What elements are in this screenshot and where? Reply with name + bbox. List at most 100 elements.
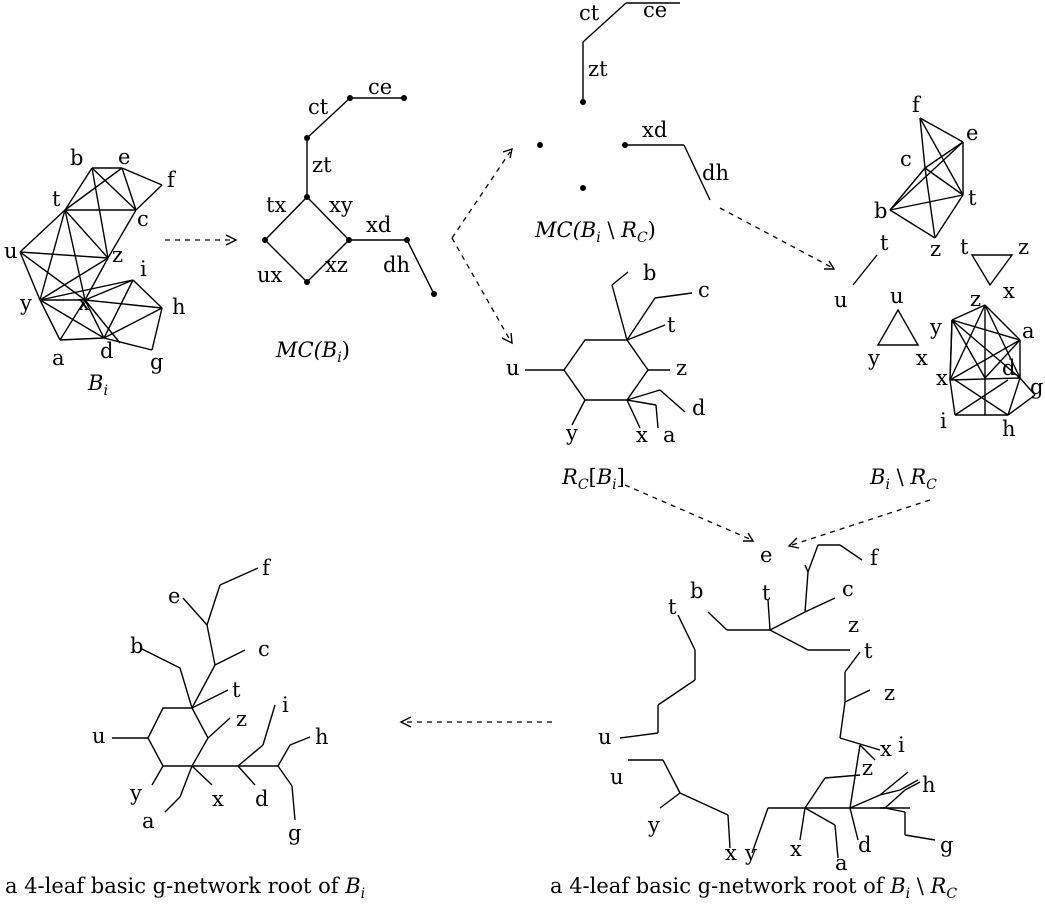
mc-bi-label-xz: xz (325, 253, 348, 277)
caption-mc-bi: MC(Bi) (275, 338, 350, 366)
rc-label-y: y (565, 421, 578, 445)
arrows-to-root-diff (624, 484, 931, 549)
caption-bi-diff: Bi \ RC (869, 465, 937, 493)
caption-root-bi: a 4-leaf basic g-network root of Bi (5, 874, 365, 902)
rc-label-u: u (506, 356, 520, 380)
root-bi-label-b: b (130, 634, 143, 658)
root-diff-label-t: t (668, 595, 677, 619)
root-diff-label-f: f (870, 546, 880, 570)
graph-bi-label-i: i (140, 257, 147, 281)
arrow-mc-fork (451, 147, 513, 345)
root-bi-label-u: u (92, 724, 106, 748)
mc-diff-label-xd: xd (642, 118, 667, 142)
root-diff-label-t2: t (762, 581, 771, 605)
caption-bi-sub: i (103, 383, 107, 399)
bi-diff-label-c: c (900, 147, 912, 171)
root-diff-label-e: e (760, 543, 772, 567)
root-diff-label-z2: z (862, 756, 873, 780)
mc-diff-label-dh: dh (702, 161, 729, 185)
root-diff-label-y: y (647, 813, 660, 837)
root-diff-label-x3: x (790, 837, 802, 861)
bi-diff-label-z2: z (970, 287, 981, 311)
mc-diff-label-ce: ce (643, 0, 667, 22)
root-diff-label-x: x (880, 737, 892, 761)
bi-diff-label-t3: t (960, 235, 969, 259)
root-diff-label-a: a (835, 851, 848, 875)
caption-root-diff: a 4-leaf basic g-network root of Bi \ RC (550, 874, 957, 902)
graph-bi-label-c: c (137, 207, 149, 231)
root-bi-label-x: x (212, 787, 224, 811)
graph-bi-label-g: g (150, 350, 163, 374)
root-bi-label-z: z (236, 707, 247, 731)
bi-diff-label-x-small: x (916, 346, 928, 370)
root-diff-label-u2: u (610, 765, 624, 789)
rc-label-c: c (698, 278, 710, 302)
bi-diff-label-h: h (1002, 417, 1016, 441)
graph-bi-label-a: a (52, 346, 65, 370)
graph-bi: b e f t c u z i y x h a d g Bi (4, 145, 186, 399)
root-diff-label-t3: t (864, 639, 873, 663)
bi-diff-label-a: a (1022, 319, 1035, 343)
graph-mc-diff: ct ce zt xd dh MC(Bi \ RC) (534, 0, 729, 246)
bi-diff-label-x2: x (936, 366, 948, 390)
tree-root-bi: f e b c t u z i h y x d a g a 4-leaf bas… (5, 556, 365, 902)
bi-diff-label-i: i (940, 409, 947, 433)
arrow-bi-to-mc (165, 234, 238, 246)
root-bi-label-g: g (288, 821, 301, 845)
arrow-rootdiff-to-rootbi (399, 716, 552, 728)
graph-bi-label-x: x (78, 291, 90, 315)
root-diff-label-i: i (898, 733, 905, 757)
graph-bi-label-e: e (118, 145, 130, 169)
mc-bi-label-xy: xy (329, 193, 353, 217)
root-diff-label-y2: y (744, 841, 757, 865)
root-bi-label-d: d (255, 787, 268, 811)
root-diff-label-z: z (848, 613, 859, 637)
mc-diff-label-ct: ct (579, 1, 600, 25)
root-diff-label-x2: x (725, 841, 737, 865)
root-bi-label-c: c (258, 637, 270, 661)
bi-diff-label-t2: t (880, 231, 889, 255)
root-bi-label-y: y (129, 781, 142, 805)
root-diff-label-g: g (940, 833, 953, 857)
mc-diff-label-zt: zt (588, 57, 608, 81)
bi-diff-label-y: y (929, 315, 942, 339)
root-diff-label-c: c (842, 577, 854, 601)
mc-bi-label-ux: ux (257, 263, 283, 287)
bi-diff-label-x3: x (1003, 279, 1015, 303)
mc-bi-label-zt: zt (312, 153, 332, 177)
root-diff-label-h: h (922, 773, 936, 797)
bi-diff-label-d: d (1002, 356, 1015, 380)
arrow-mcdiff-to-bidiff (719, 207, 836, 270)
root-diff-label-b: b (690, 579, 703, 603)
mc-bi-vertices (262, 95, 437, 297)
bi-diff-label-e: e (966, 121, 978, 145)
mc-bi-label-ce: ce (368, 75, 392, 99)
rc-label-b: b (643, 261, 656, 285)
root-bi-label-i: i (282, 693, 289, 717)
bi-diff-label-z: z (930, 237, 941, 261)
rc-label-d: d (692, 396, 705, 420)
root-diff-label-z3: z (884, 681, 895, 705)
bi-diff-label-g: g (1030, 375, 1043, 399)
graph-bi-diff: f e c b t z t u t z x u y x z y a x d g … (834, 93, 1043, 493)
caption-mc-diff: MC(Bi \ RC) (534, 218, 656, 246)
root-diff-label-u: u (598, 725, 612, 749)
graph-bi-label-z: z (112, 243, 123, 267)
graph-bi-label-t: t (52, 187, 61, 211)
root-bi-label-t: t (232, 678, 241, 702)
mc-bi-label-xd: xd (366, 213, 391, 237)
caption-rc-bi: RC[Bi] (561, 465, 625, 493)
tree-rc-bi: b c t u z d y x a RC[Bi] (506, 261, 710, 493)
caption-bi-b: B (87, 371, 103, 395)
root-bi-label-e: e (168, 584, 180, 608)
bi-diff-label-f: f (912, 93, 922, 117)
graph-bi-label-y: y (19, 291, 32, 315)
rc-label-z: z (676, 356, 687, 380)
tree-root-diff: e f b t t c z t z u x i u z h y x y x d … (550, 543, 957, 902)
root-diff-label-d: d (858, 833, 871, 857)
graph-bi-label-u: u (4, 239, 18, 263)
mc-bi-label-dh: dh (383, 253, 410, 277)
root-bi-label-a: a (142, 809, 155, 833)
